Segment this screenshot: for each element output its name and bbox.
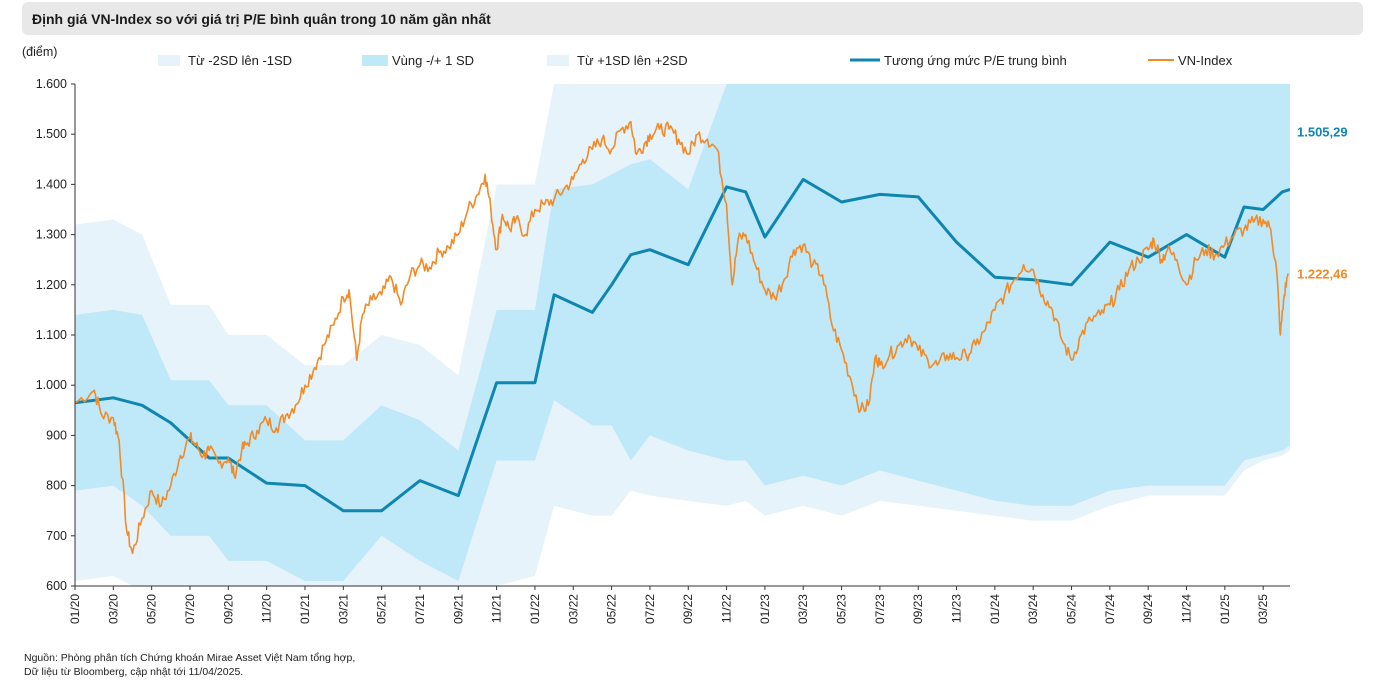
y-tick-label: 1.200 bbox=[36, 278, 67, 292]
legend-label-sd2_high: Từ +1SD lên +2SD bbox=[577, 53, 688, 68]
x-tick-label: 07/20 bbox=[183, 594, 197, 624]
x-tick-label: 01/24 bbox=[988, 594, 1002, 624]
series-pe-mean-line bbox=[75, 177, 1290, 513]
x-tick-label: 01/20 bbox=[68, 594, 82, 624]
x-tick-label: 07/22 bbox=[643, 594, 657, 624]
x-tick-label: 05/23 bbox=[835, 594, 849, 624]
x-tick-label: 11/21 bbox=[490, 594, 504, 623]
x-tick-label: 05/20 bbox=[145, 594, 159, 624]
x-tick-label: 07/24 bbox=[1103, 594, 1117, 624]
legend-swatch-sd1 bbox=[362, 55, 388, 66]
x-tick-label: 09/20 bbox=[221, 594, 235, 624]
footnote-source: Nguồn: Phòng phân tích Chứng khoán Mirae… bbox=[24, 652, 356, 664]
legend-swatch-sd2_high bbox=[547, 55, 569, 66]
x-tick-label: 07/23 bbox=[873, 594, 887, 624]
y-tick-label: 600 bbox=[46, 579, 67, 593]
title-bar: Định giá VN-Index so với giá trị P/E bìn… bbox=[22, 2, 1363, 35]
footnote-data: Dữ liệu từ Bloomberg, cập nhật tới 11/04… bbox=[24, 666, 244, 678]
x-tick-label: 07/21 bbox=[413, 594, 427, 624]
y-tick-label: 900 bbox=[46, 428, 67, 442]
x-tick-label: 03/22 bbox=[566, 594, 580, 624]
chart-title: Định giá VN-Index so với giá trị P/E bìn… bbox=[32, 11, 491, 27]
x-tick-label: 05/21 bbox=[375, 594, 389, 624]
x-tick-label: 09/21 bbox=[451, 594, 465, 624]
x-tick-label: 01/23 bbox=[758, 594, 772, 624]
x-tick-label: 05/22 bbox=[605, 594, 619, 624]
x-tick-label: 09/24 bbox=[1141, 594, 1155, 624]
legend-label-sd2_low: Từ -2SD lên -1SD bbox=[188, 53, 292, 68]
band-plus-minus-1sd bbox=[75, 84, 1290, 581]
y-tick-label: 1.100 bbox=[36, 328, 67, 342]
annotation-vnindex: 1.222,46 bbox=[1297, 267, 1348, 282]
x-tick-label: 01/21 bbox=[298, 594, 312, 624]
legend-label-mean: Tương ứng mức P/E trung bình bbox=[884, 53, 1067, 68]
y-tick-label: 1.600 bbox=[36, 77, 67, 91]
y-tick-label: 800 bbox=[46, 479, 67, 493]
legend-label-vnindex: VN-Index bbox=[1178, 53, 1233, 68]
y-axis-label: (điểm) bbox=[22, 45, 57, 59]
x-tick-label: 03/24 bbox=[1026, 594, 1040, 624]
x-tick-label: 03/20 bbox=[106, 594, 120, 624]
x-tick-label: 03/23 bbox=[796, 594, 810, 624]
legend-swatch-sd2_low bbox=[158, 55, 180, 66]
x-tick-label: 11/20 bbox=[260, 594, 274, 623]
annotation-mean: 1.505,29 bbox=[1297, 125, 1348, 140]
x-tick-label: 01/22 bbox=[528, 594, 542, 624]
x-tick-label: 11/24 bbox=[1180, 594, 1194, 623]
y-tick-label: 700 bbox=[46, 529, 67, 543]
x-tick-label: 05/24 bbox=[1065, 594, 1079, 624]
series-vnindex-line bbox=[75, 120, 1289, 555]
y-tick-label: 1.300 bbox=[36, 228, 67, 242]
x-tick-label: 03/25 bbox=[1256, 594, 1270, 624]
x-tick-label: 01/25 bbox=[1218, 594, 1232, 624]
y-tick-label: 1.000 bbox=[36, 378, 67, 392]
x-tick-label: 11/23 bbox=[950, 594, 964, 623]
y-tick-label: 1.500 bbox=[36, 127, 67, 141]
x-tick-label: 09/22 bbox=[681, 594, 695, 624]
x-tick-label: 11/22 bbox=[720, 594, 734, 623]
x-tick-label: 09/23 bbox=[911, 594, 925, 624]
legend-label-sd1: Vùng -/+ 1 SD bbox=[392, 53, 474, 68]
x-tick-label: 03/21 bbox=[336, 594, 350, 624]
y-tick-label: 1.400 bbox=[36, 177, 67, 191]
